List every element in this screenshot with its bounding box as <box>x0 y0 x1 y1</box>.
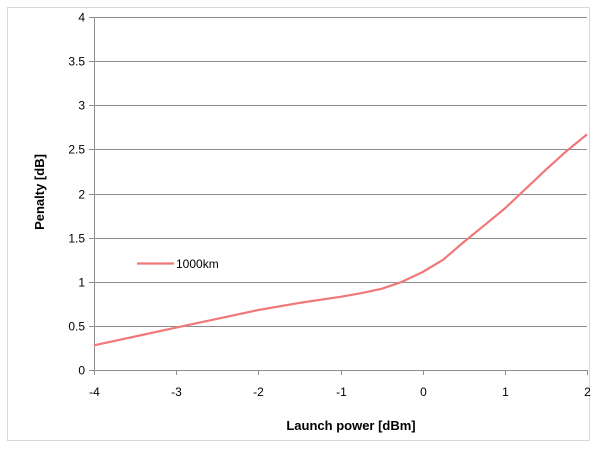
y-tick-label: 2.5 <box>68 143 85 157</box>
x-axis-title: Launch power [dBm] <box>286 418 415 433</box>
tick-labels: 0 0.5 1 1.5 2 2.5 3 3.5 4 -4 -3 -2 -1 0 1 2 <box>68 11 591 400</box>
legend-label: 1000km <box>176 257 219 271</box>
y-axis-title: Penalty [dB] <box>32 154 47 230</box>
series-layer <box>93 133 588 347</box>
series-line-1000km <box>93 133 588 347</box>
x-tick-label: -4 <box>89 385 100 399</box>
y-tick-label: 2 <box>78 188 85 202</box>
y-tick-label: 3.5 <box>68 55 85 69</box>
x-tick-label: 2 <box>584 385 591 399</box>
y-tick-label: 4 <box>78 11 85 25</box>
x-tick-label: 0 <box>420 385 427 399</box>
chart-border <box>7 7 590 441</box>
y-tick-label: 3 <box>78 99 85 113</box>
legend: 1000km <box>137 257 219 271</box>
axes <box>89 17 588 375</box>
y-tick-label: 1 <box>78 276 85 290</box>
y-tick-label: 1.5 <box>68 232 85 246</box>
x-tick-label: -3 <box>171 385 182 399</box>
x-tick-label: -1 <box>336 385 347 399</box>
x-tick-label: 1 <box>502 385 509 399</box>
x-tick-label: -2 <box>253 385 264 399</box>
y-tick-label: 0.5 <box>68 320 85 334</box>
y-tick-label: 0 <box>78 364 85 378</box>
